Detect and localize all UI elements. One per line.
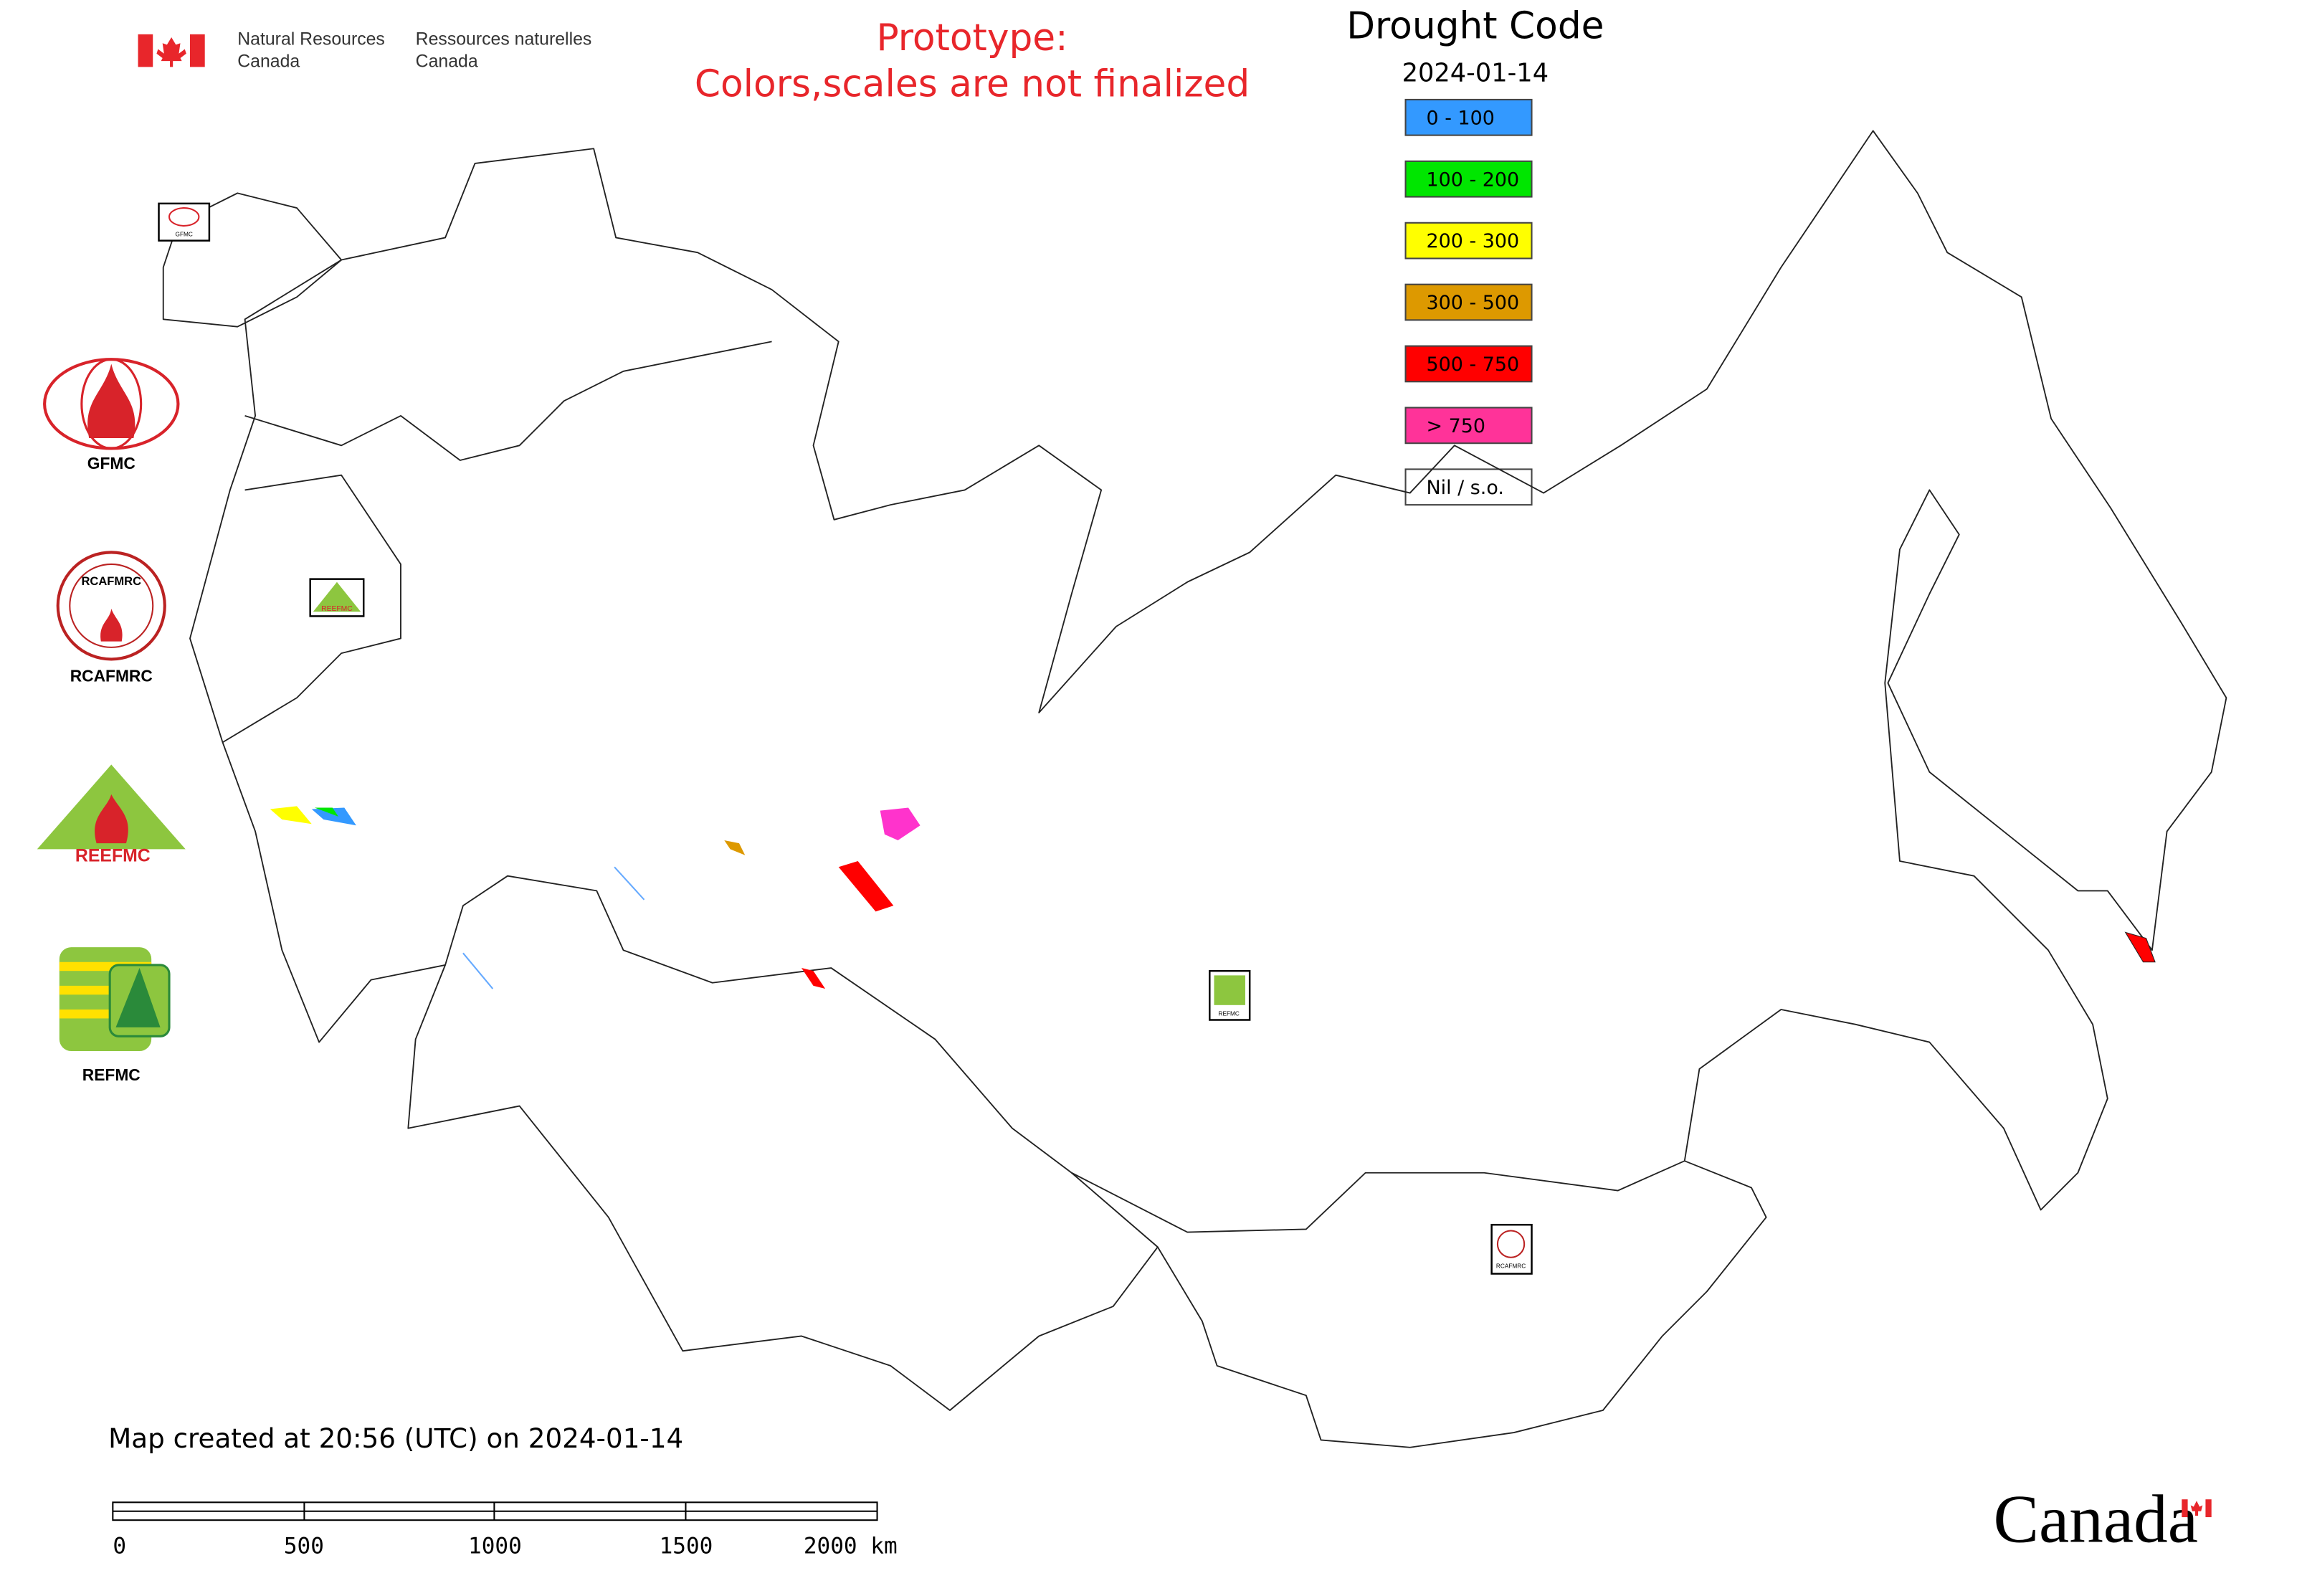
org-fr: Canada — [416, 52, 478, 72]
legend-label: 0 - 100 — [1427, 107, 1495, 129]
legend-date: 2024-01-14 — [1402, 59, 1549, 88]
marker-label: RCAFMRC — [1496, 1263, 1526, 1269]
marker-label: GFMC — [176, 232, 193, 238]
org-en: Canada — [237, 52, 300, 72]
legend-label: > 750 — [1427, 415, 1485, 437]
scale-label: 500 — [284, 1533, 324, 1559]
scale-label: 0 — [113, 1533, 126, 1559]
legend-swatch — [1404, 222, 1533, 260]
rcafmrc-logo — [56, 551, 166, 661]
scale-label: 2000 km — [804, 1533, 898, 1559]
org-en: Natural Resources — [237, 30, 385, 49]
legend-swatch — [1404, 160, 1533, 198]
refmc-logo — [59, 947, 171, 1051]
created-note: Map created at 20:56 (UTC) on 2024-01-14 — [108, 1422, 683, 1454]
map-outlines — [162, 130, 2227, 1448]
notice: Colors,scales are not finalized — [695, 62, 1250, 105]
legend-swatch — [1404, 98, 1533, 136]
scale-label: 1000 — [468, 1533, 522, 1559]
wordmark-flag — [2182, 1499, 2212, 1518]
legend-swatch — [1404, 407, 1533, 445]
gfmc-marker: GFMC — [158, 202, 211, 242]
legend: 0 - 100 100 - 200 200 - 300 300 - 500 500 - … — [1404, 98, 1533, 506]
reefmc-logo — [37, 764, 186, 850]
notice: Prototype: — [876, 16, 1067, 60]
logo-inner-label: RCAFMRC — [81, 574, 141, 588]
legend-label: 300 - 500 — [1427, 292, 1520, 314]
org-fr: Ressources naturelles — [416, 30, 592, 49]
legend-swatch — [1404, 283, 1533, 321]
legend-label: 200 - 300 — [1427, 230, 1520, 252]
legend-label: 500 - 750 — [1427, 353, 1520, 376]
logo-inner-label: REEFMC — [75, 846, 151, 865]
refmc-marker: REFMC — [1209, 969, 1251, 1021]
scale-bar: 0 500 1000 1500 2000 km — [112, 1501, 898, 1559]
legend-label: 100 - 200 — [1427, 168, 1520, 191]
drought-patches — [270, 806, 2156, 989]
marker-label: REEFMC — [321, 605, 353, 613]
legend-swatch — [1404, 345, 1533, 383]
logo-label: REFMC — [82, 1065, 141, 1084]
logo-label: GFMC — [87, 454, 135, 472]
rcafmrc-marker: RCAFMRC — [1490, 1223, 1533, 1275]
legend-title: Drought Code — [1346, 5, 1604, 48]
scale-label: 1500 — [660, 1533, 713, 1559]
marker-label: REFMC — [1218, 1010, 1239, 1017]
legend-label: Nil / s.o. — [1427, 477, 1504, 499]
gfmc-logo — [43, 358, 180, 450]
logo-label: RCAFMRC — [70, 666, 153, 685]
canada-flag — [138, 34, 205, 67]
canada-wordmark: Canada — [1993, 1481, 2198, 1557]
reefmc-marker: REEFMC — [309, 578, 365, 617]
